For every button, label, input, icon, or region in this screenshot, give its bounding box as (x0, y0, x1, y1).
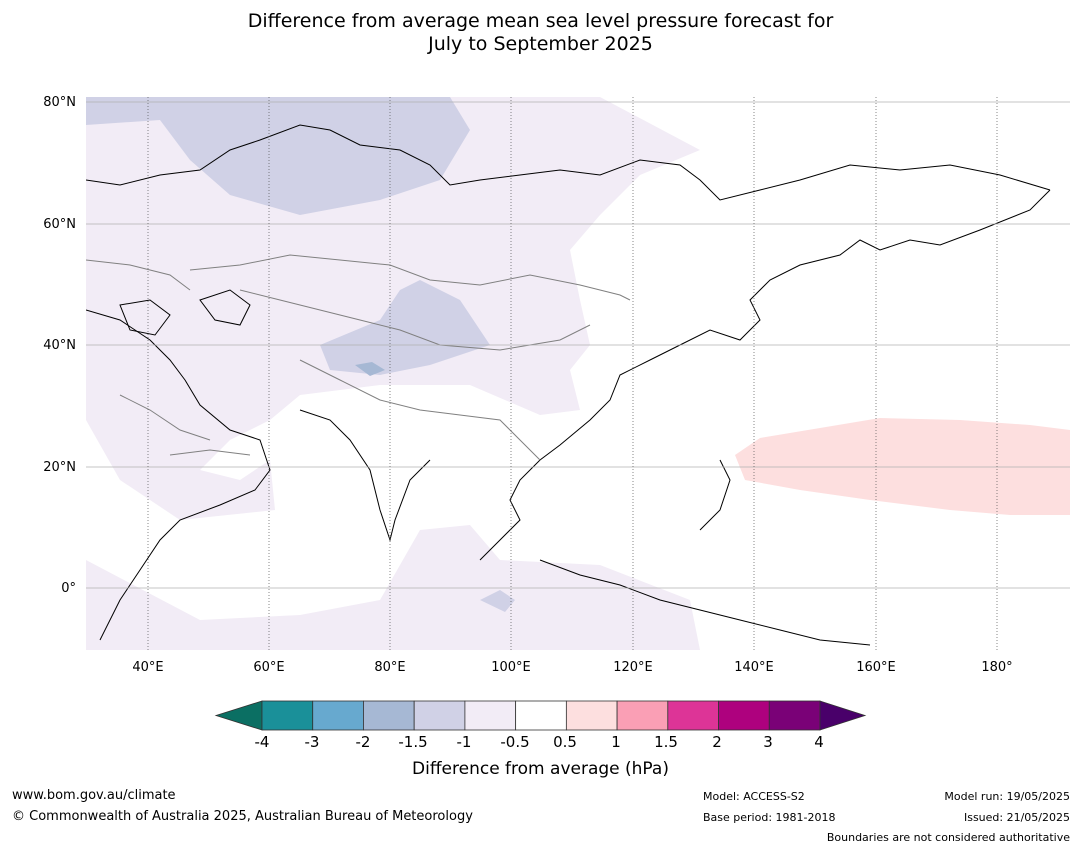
colorbar-tick-label: -2 (355, 733, 371, 751)
lon-tick-label: 140°E (734, 660, 774, 675)
anomaly-region-small-south (480, 590, 515, 612)
lon-tick-label: 160°E (856, 660, 896, 675)
colorbar-bin (616, 700, 669, 731)
chart-title: Difference from average mean sea level p… (0, 10, 1081, 56)
title-line-2: July to September 2025 (428, 33, 653, 55)
colorbar-bin (565, 700, 618, 731)
colorbar-tick-label: 1 (611, 733, 621, 751)
anomaly-region-central-asia (320, 280, 490, 375)
website-text: www.bom.gov.au/climate (12, 788, 176, 803)
colorbar-extend-low (214, 700, 263, 731)
colorbar-bin (515, 700, 567, 731)
lon-tick-label: 60°E (253, 660, 285, 675)
colorbar-bin (413, 700, 466, 731)
anomaly-region-positive-pacific (735, 418, 1070, 515)
colorbar-bin (464, 700, 517, 731)
lon-tick-label: 40°E (132, 660, 164, 675)
colorbar-bin (667, 700, 719, 731)
model-run-text: Model run: 19/05/2025 (944, 790, 1070, 803)
coastlines (86, 124, 1051, 646)
colorbar-tick-label: -3 (304, 733, 320, 751)
anomaly-region-tibet-core (355, 362, 385, 376)
lat-tick-label: 80°N (43, 95, 76, 110)
colorbar-bin (261, 700, 314, 731)
colorbar-tick-label: -1 (456, 733, 472, 751)
colorbar-tick-label: -4 (254, 733, 270, 751)
disclaimer-text: Boundaries are not considered authoritat… (826, 831, 1070, 844)
colorbar-bin (768, 700, 821, 731)
colorbar-tick-label: 1.5 (654, 733, 678, 751)
colorbar-extend-high (819, 700, 867, 731)
lat-tick-label: 60°N (43, 217, 76, 232)
colorbar-title: Difference from average (hPa) (412, 759, 669, 779)
anomaly-region-moderate-negative (86, 97, 470, 215)
colorbar-tick-label: -1.5 (398, 733, 428, 751)
lat-tick-label: 20°N (43, 460, 76, 475)
colorbar-tick-label: 2 (712, 733, 722, 751)
copyright-text: © Commonwealth of Australia 2025, Austra… (12, 809, 473, 824)
colorbar-tick-label: 3 (763, 733, 773, 751)
colorbar (214, 700, 867, 731)
anomaly-region-light-negative-south (86, 525, 700, 650)
issued-text: Issued: 21/05/2025 (963, 811, 1070, 824)
lon-tick-label: 80°E (374, 660, 406, 675)
lon-tick-label: 100°E (491, 660, 531, 675)
lon-tick-label: 120°E (613, 660, 653, 675)
colorbar-tick-label: -0.5 (500, 733, 530, 751)
colorbar-tick-label: 0.5 (553, 733, 577, 751)
lat-tick-label: 0° (61, 581, 76, 596)
lat-tick-label: 40°N (43, 338, 76, 353)
map-gridlines (86, 97, 1070, 650)
base-period-text: Base period: 1981-2018 (703, 811, 836, 824)
lon-tick-label: 180° (981, 660, 1013, 675)
colorbar-bin (363, 700, 415, 731)
title-line-1: Difference from average mean sea level p… (247, 10, 834, 32)
model-text: Model: ACCESS-S2 (703, 790, 805, 803)
colorbar-bin (718, 700, 770, 731)
colorbar-bin (312, 700, 364, 731)
colorbar-tick-label: 4 (814, 733, 824, 751)
country-borders (86, 254, 631, 461)
